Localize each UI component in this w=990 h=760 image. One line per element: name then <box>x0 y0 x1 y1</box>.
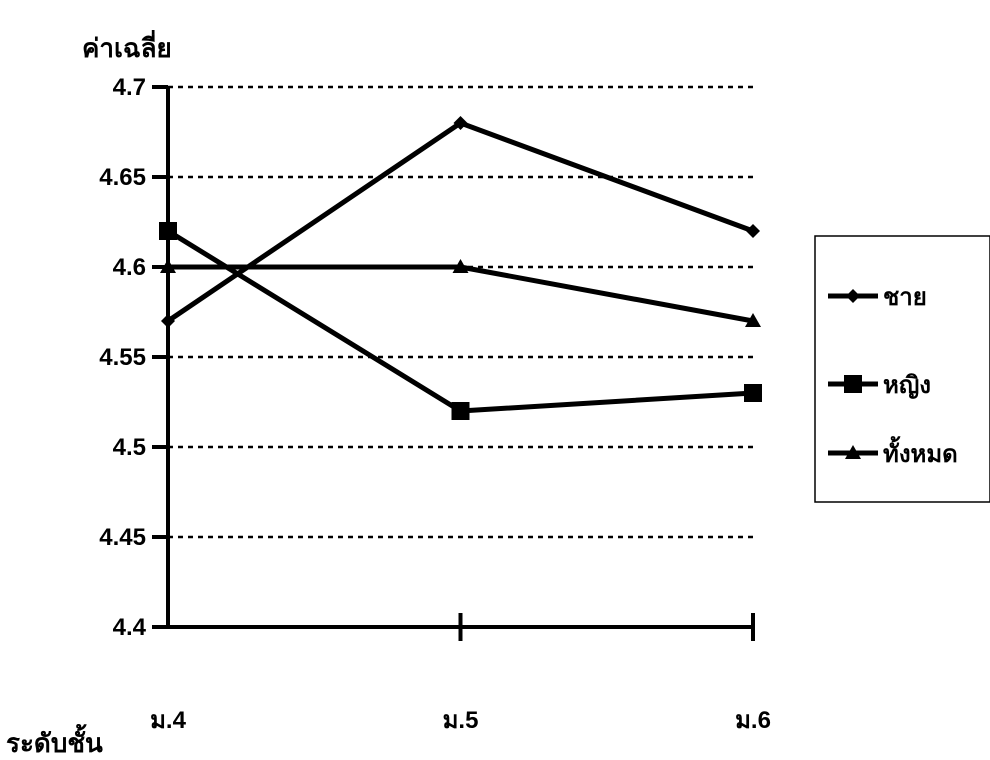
x-tick-label: ม.4 <box>150 707 186 734</box>
y-axis-title: ค่าเฉลี่ย <box>82 29 172 63</box>
data-point-diamond <box>161 314 175 328</box>
x-tick-label: ม.5 <box>443 707 479 734</box>
data-point-square <box>451 402 470 420</box>
series-group <box>159 116 762 420</box>
data-point-square <box>744 384 762 402</box>
data-point-diamond <box>746 224 760 238</box>
data-point-triangle <box>160 259 176 273</box>
legend-box <box>814 235 990 503</box>
legend-label: หญิง <box>883 372 931 399</box>
legend-marker-diamond <box>846 289 860 303</box>
y-tick-label: 4.45 <box>99 524 146 551</box>
y-tick-label: 4.7 <box>113 74 146 101</box>
series-line-1 <box>166 120 754 324</box>
legend-marker-triangle <box>845 445 861 459</box>
x-axis-title: ระดับชั้น <box>6 723 103 758</box>
y-tick-label: 4.6 <box>113 254 146 281</box>
gridlines <box>168 85 753 539</box>
legend-marker-square <box>844 375 862 393</box>
y-tick-label: 4.4 <box>113 614 147 641</box>
series-line-2 <box>166 228 754 414</box>
x-tick-label: ม.6 <box>735 707 771 734</box>
data-point-triangle <box>745 313 761 327</box>
series-line-3 <box>168 264 754 324</box>
x-ticks: ม.4 ม.5 ม.6 <box>150 613 771 734</box>
y-tick-label: 4.5 <box>113 434 146 461</box>
y-tick-label: 4.55 <box>99 344 146 371</box>
legend-label: ทั้งหมด <box>883 435 958 468</box>
data-point-triangle <box>452 259 469 273</box>
y-ticks: 4.7 4.65 4.6 4.55 4.5 4.45 4.4 <box>99 74 168 641</box>
y-tick-label: 4.65 <box>99 164 146 191</box>
legend-label: ชาย <box>883 284 927 311</box>
data-point-diamond <box>453 116 468 130</box>
data-point-square <box>159 222 177 240</box>
